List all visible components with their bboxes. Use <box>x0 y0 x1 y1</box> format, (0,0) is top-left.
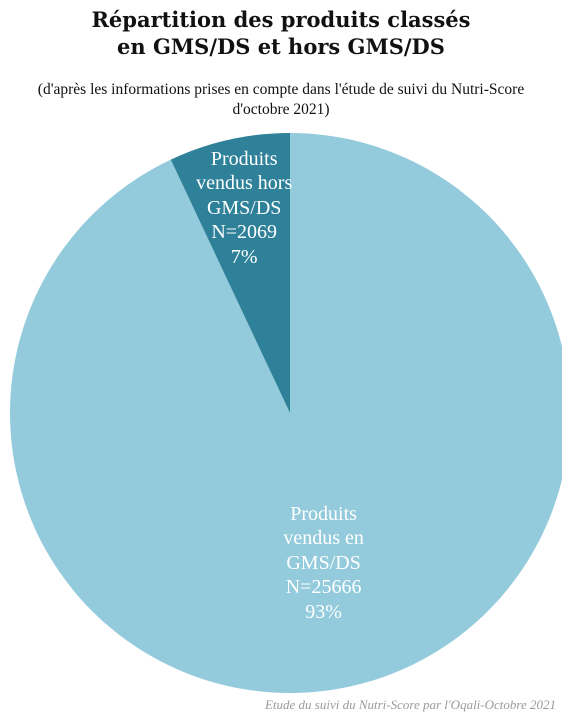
chart-subtitle: (d'après les informations prises en comp… <box>37 81 525 118</box>
slice-count: N=2069 <box>211 221 278 244</box>
slice-category: Produits vendus hors GMS/DS <box>196 147 293 219</box>
slice-value: 93% <box>305 600 342 623</box>
pie-slice <box>170 133 290 413</box>
slice-value: 7% <box>230 245 258 268</box>
slice-category: Produits vendus en GMS/DS <box>283 502 364 574</box>
chart-title: Répartition des produits classés en GMS/… <box>91 7 471 59</box>
pie-slice <box>10 133 562 693</box>
slice-label: Produits vendus hors GMS/DS N=2069 7% <box>194 147 294 270</box>
source-note: Etude du suivi du Nutri-Score par l'Oqal… <box>264 697 556 712</box>
slice-count: N=25666 <box>285 576 362 599</box>
slice-label: Produits vendus en GMS/DS N=25666 93% <box>264 502 384 625</box>
